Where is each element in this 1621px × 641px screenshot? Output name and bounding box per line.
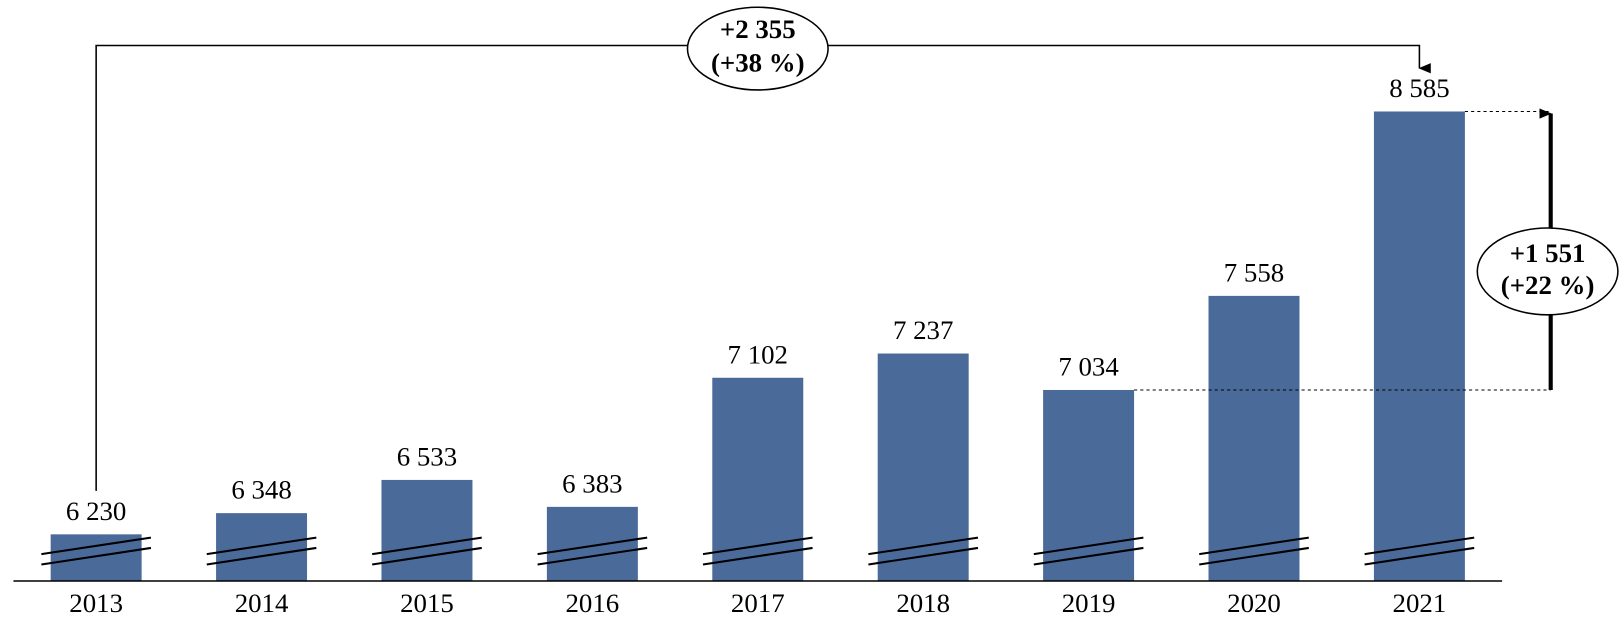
x-tick-label: 2019: [1062, 588, 1116, 618]
x-tick-label: 2017: [731, 588, 785, 618]
value-label: 6 230: [66, 496, 126, 526]
bar: [381, 479, 473, 582]
annotation-text: +2 355: [720, 14, 796, 44]
value-label: 8 585: [1389, 73, 1449, 103]
axis-break: [1364, 536, 1475, 556]
x-tick-label: 2016: [566, 588, 620, 618]
value-label: 6 383: [562, 468, 622, 498]
value-label: 6 533: [397, 441, 457, 471]
axis-break: [1199, 546, 1309, 566]
annotation-bubble: [686, 6, 829, 91]
axis-break: [1199, 536, 1309, 556]
value-label: 7 558: [1224, 257, 1284, 287]
axis-break: [537, 536, 648, 556]
value-label: 7 237: [893, 315, 953, 345]
axis-break: [1364, 546, 1475, 566]
x-tick-label: 2021: [1393, 588, 1447, 618]
axis-break: [372, 546, 482, 566]
annotation-text: (+38 %): [711, 47, 805, 77]
bar: [1043, 389, 1135, 582]
bar: [216, 513, 308, 582]
bar: [712, 377, 804, 582]
axis-break: [1033, 536, 1144, 556]
x-tick-label: 2014: [235, 588, 289, 618]
annotation-text: +1 551: [1510, 238, 1586, 268]
annotation-bubble: [1476, 227, 1619, 316]
value-label: 6 348: [231, 475, 291, 505]
axis-break: [868, 546, 979, 566]
value-label: 7 102: [728, 339, 788, 369]
annotation-text: (+22 %): [1501, 270, 1595, 300]
axis-break: [41, 546, 152, 566]
axis-break: [206, 546, 317, 566]
bar: [877, 353, 969, 582]
bar: [546, 506, 638, 582]
axis-break: [868, 536, 979, 556]
value-label: 7 034: [1058, 351, 1119, 381]
x-tick-label: 2020: [1227, 588, 1281, 618]
axis-break: [1033, 546, 1144, 566]
axis-break: [41, 536, 152, 556]
bar: [1373, 111, 1465, 582]
axis-break: [702, 536, 813, 556]
x-tick-label: 2015: [400, 588, 454, 618]
axis-break: [537, 546, 648, 566]
x-tick-label: 2013: [69, 588, 123, 618]
x-tick-label: 2018: [896, 588, 950, 618]
axis-break: [702, 546, 813, 566]
bar: [1208, 295, 1300, 582]
axis-break: [372, 536, 482, 556]
axis-break: [206, 536, 317, 556]
